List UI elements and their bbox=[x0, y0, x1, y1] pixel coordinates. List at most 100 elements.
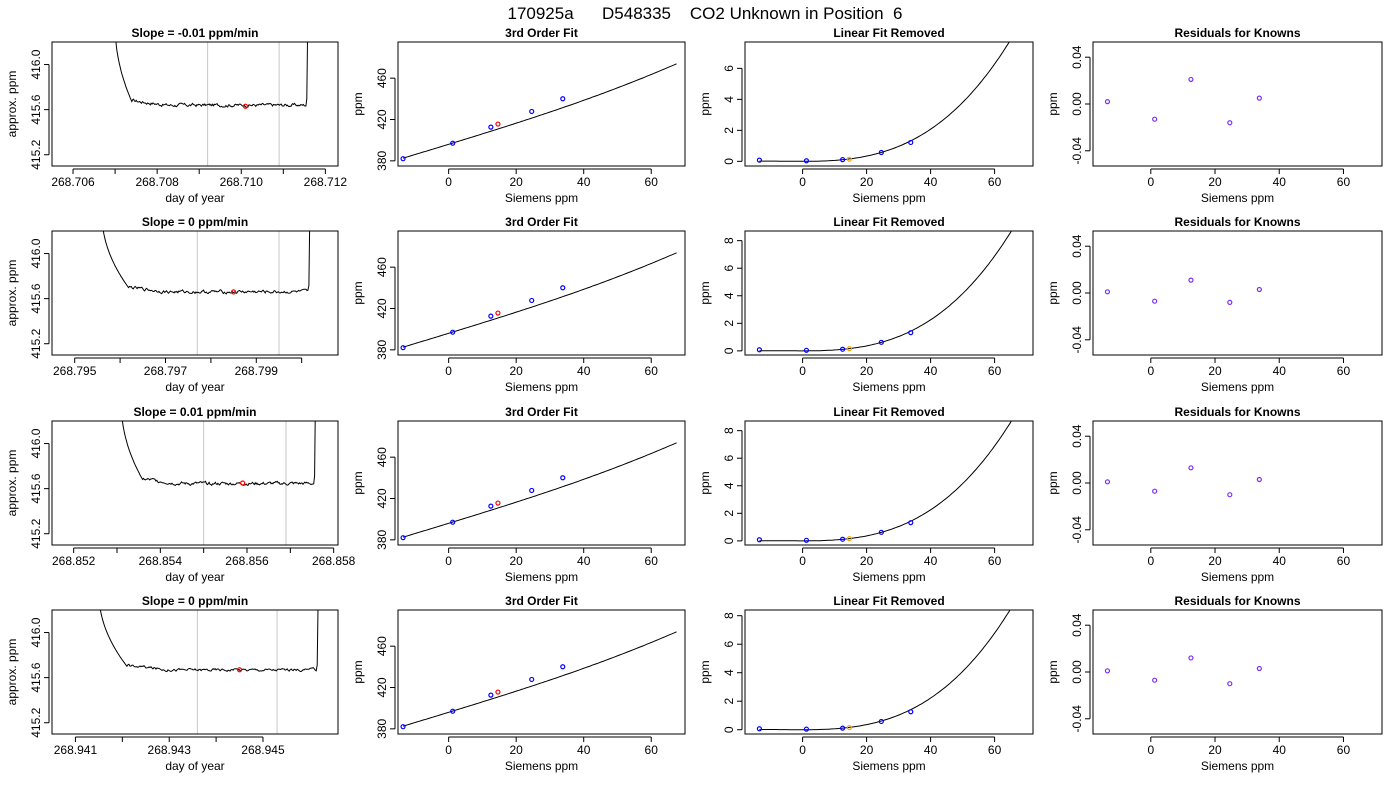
known-point bbox=[488, 313, 494, 319]
known-point bbox=[756, 347, 763, 353]
panel-3-3: Linear Fit Removed 0 20 40 60 Siemens ppm 0 2 4 6… bbox=[698, 405, 1034, 584]
y-tick-label: 0 bbox=[722, 158, 736, 165]
x-tick-label: 0 bbox=[445, 554, 452, 568]
residual-point bbox=[1104, 668, 1111, 674]
x-tick-label: 268.712 bbox=[304, 175, 348, 189]
residual-point bbox=[1256, 476, 1262, 483]
y-axis-label: ppm bbox=[698, 660, 712, 683]
y-tick-label: 0.04 bbox=[1070, 234, 1084, 258]
fit-curve bbox=[402, 442, 677, 538]
panel-2-2: 3rd Order Fit 0 20 40 60 Siemens ppm 380 420 460… bbox=[351, 215, 686, 394]
panel-title: Slope = -0.01 ppm/min bbox=[131, 26, 258, 40]
x-tick-label: 20 bbox=[509, 175, 523, 189]
unknown-point bbox=[846, 536, 852, 542]
x-axis-label: Siemens ppm bbox=[852, 191, 925, 205]
residual-point bbox=[1227, 299, 1233, 305]
x-tick-label: 268.943 bbox=[148, 743, 192, 757]
x-tick-label: 0 bbox=[445, 175, 452, 189]
plot-area bbox=[1104, 277, 1262, 305]
x-tick-label: 268.710 bbox=[220, 175, 264, 189]
x-tick-label: 60 bbox=[988, 743, 1002, 757]
x-tick-label: 60 bbox=[645, 743, 659, 757]
known-point bbox=[839, 536, 846, 542]
known-point bbox=[400, 535, 406, 541]
x-tick-label: 40 bbox=[1273, 554, 1287, 568]
y-tick-label: 0.00 bbox=[1070, 92, 1084, 116]
panel-title: 3rd Order Fit bbox=[505, 405, 578, 419]
panel-1-3: Linear Fit Removed 0 20 40 60 Siemens ppm 0 2 4 6… bbox=[698, 26, 1034, 205]
residual-point bbox=[1227, 681, 1233, 687]
plot-area bbox=[102, 231, 311, 355]
y-tick-label: 420 bbox=[375, 298, 389, 318]
x-axis-label: day of year bbox=[165, 380, 224, 394]
y-tick-label: 420 bbox=[375, 109, 389, 129]
x-axis-label: Siemens ppm bbox=[505, 380, 578, 394]
plot-frame bbox=[1092, 230, 1383, 356]
panel-3-2: 3rd Order Fit 0 20 40 60 Siemens ppm 380 420 460… bbox=[351, 405, 686, 584]
x-axis-label: Siemens ppm bbox=[1201, 570, 1274, 584]
known-point bbox=[803, 537, 810, 543]
panel-title: Residuals for Knowns bbox=[1174, 594, 1300, 608]
plot-area bbox=[400, 63, 677, 162]
known-point bbox=[908, 520, 914, 526]
y-tick-label: 416.0 bbox=[29, 428, 43, 458]
x-tick-label: 60 bbox=[1337, 364, 1351, 378]
residual-point bbox=[1152, 488, 1158, 494]
residual-point bbox=[1256, 95, 1262, 101]
y-axis-label: ppm bbox=[698, 471, 712, 494]
plot-area bbox=[756, 421, 1012, 543]
x-tick-label: 20 bbox=[509, 743, 523, 757]
y-tick-label: 416.0 bbox=[29, 617, 43, 647]
panel-title: Slope = 0 ppm/min bbox=[142, 215, 248, 229]
known-point bbox=[839, 725, 846, 731]
y-tick-label: 4 bbox=[722, 482, 736, 489]
y-tick-label: -0.04 bbox=[1070, 326, 1084, 354]
fit-curve bbox=[759, 421, 1012, 542]
x-tick-label: 0 bbox=[799, 743, 806, 757]
y-tick-label: 415.2 bbox=[29, 518, 43, 548]
residual-point bbox=[1188, 465, 1194, 471]
y-axis-label: ppm bbox=[1046, 471, 1060, 494]
x-tick-label: 20 bbox=[1208, 554, 1222, 568]
y-tick-label: 6 bbox=[722, 65, 736, 72]
x-axis-label: Siemens ppm bbox=[852, 759, 925, 773]
y-axis-label: ppm bbox=[1046, 660, 1060, 683]
y-tick-label: 380 bbox=[375, 719, 389, 739]
x-tick-label: 268.795 bbox=[53, 364, 97, 378]
residual-point bbox=[1188, 277, 1194, 283]
x-tick-label: 0 bbox=[799, 364, 806, 378]
x-tick-label: 268.706 bbox=[51, 175, 95, 189]
y-tick-label: 8 bbox=[722, 427, 736, 434]
panel-title: Residuals for Knowns bbox=[1174, 26, 1300, 40]
x-tick-label: 40 bbox=[577, 175, 591, 189]
known-point bbox=[878, 339, 884, 345]
x-tick-label: 0 bbox=[1147, 364, 1154, 378]
x-tick-label: 60 bbox=[1337, 175, 1351, 189]
y-tick-label: 6 bbox=[722, 641, 736, 648]
x-tick-label: 20 bbox=[860, 364, 874, 378]
x-tick-label: 20 bbox=[1208, 175, 1222, 189]
plot-frame bbox=[51, 230, 339, 356]
y-tick-label: 0.04 bbox=[1070, 45, 1084, 69]
y-tick-label: 420 bbox=[375, 488, 389, 508]
unknown-point bbox=[846, 346, 852, 352]
panel-4-3: Linear Fit Removed 0 20 40 60 Siemens ppm 0 2 4 6… bbox=[698, 594, 1034, 773]
plot-frame bbox=[397, 230, 686, 356]
residual-point bbox=[1152, 116, 1158, 122]
panel-title: 3rd Order Fit bbox=[505, 594, 578, 608]
plot-frame bbox=[744, 420, 1034, 546]
y-axis-label: ppm bbox=[698, 92, 712, 115]
known-point bbox=[560, 475, 566, 481]
known-point bbox=[529, 297, 535, 304]
x-tick-label: 0 bbox=[799, 554, 806, 568]
x-tick-label: 268.852 bbox=[52, 554, 96, 568]
y-tick-label: 4 bbox=[722, 669, 736, 676]
x-tick-label: 60 bbox=[1337, 554, 1351, 568]
unknown-point bbox=[846, 724, 852, 731]
y-tick-label: 2 bbox=[722, 510, 736, 517]
plot-area bbox=[400, 631, 677, 730]
known-point bbox=[488, 692, 494, 698]
y-tick-label: 415.2 bbox=[29, 139, 43, 169]
y-tick-label: 0 bbox=[722, 537, 736, 544]
y-tick-label: 415.2 bbox=[29, 328, 43, 358]
